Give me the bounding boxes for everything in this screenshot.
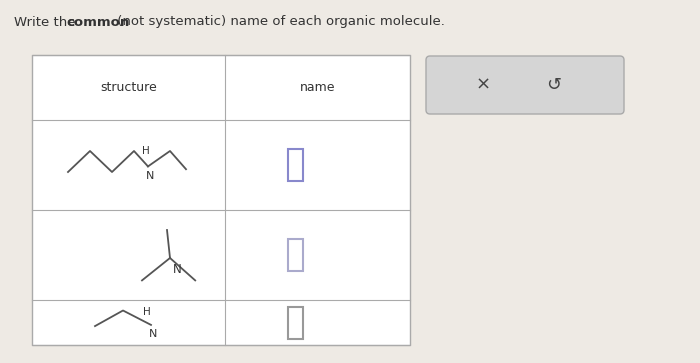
Text: H: H <box>142 146 150 156</box>
Text: ↺: ↺ <box>546 76 561 94</box>
FancyBboxPatch shape <box>426 56 624 114</box>
Text: name: name <box>300 81 335 94</box>
Text: N: N <box>173 263 182 276</box>
Text: (not systematic) name of each organic molecule.: (not systematic) name of each organic mo… <box>113 16 445 29</box>
Text: Write the: Write the <box>14 16 80 29</box>
Text: common: common <box>66 16 130 29</box>
Text: N: N <box>146 171 154 182</box>
Text: N: N <box>149 329 158 339</box>
Text: H: H <box>143 307 151 317</box>
Text: structure: structure <box>100 81 157 94</box>
Bar <box>288 306 302 339</box>
Bar <box>288 149 302 181</box>
Bar <box>288 239 302 271</box>
Bar <box>32 55 410 345</box>
Text: ×: × <box>475 76 491 94</box>
